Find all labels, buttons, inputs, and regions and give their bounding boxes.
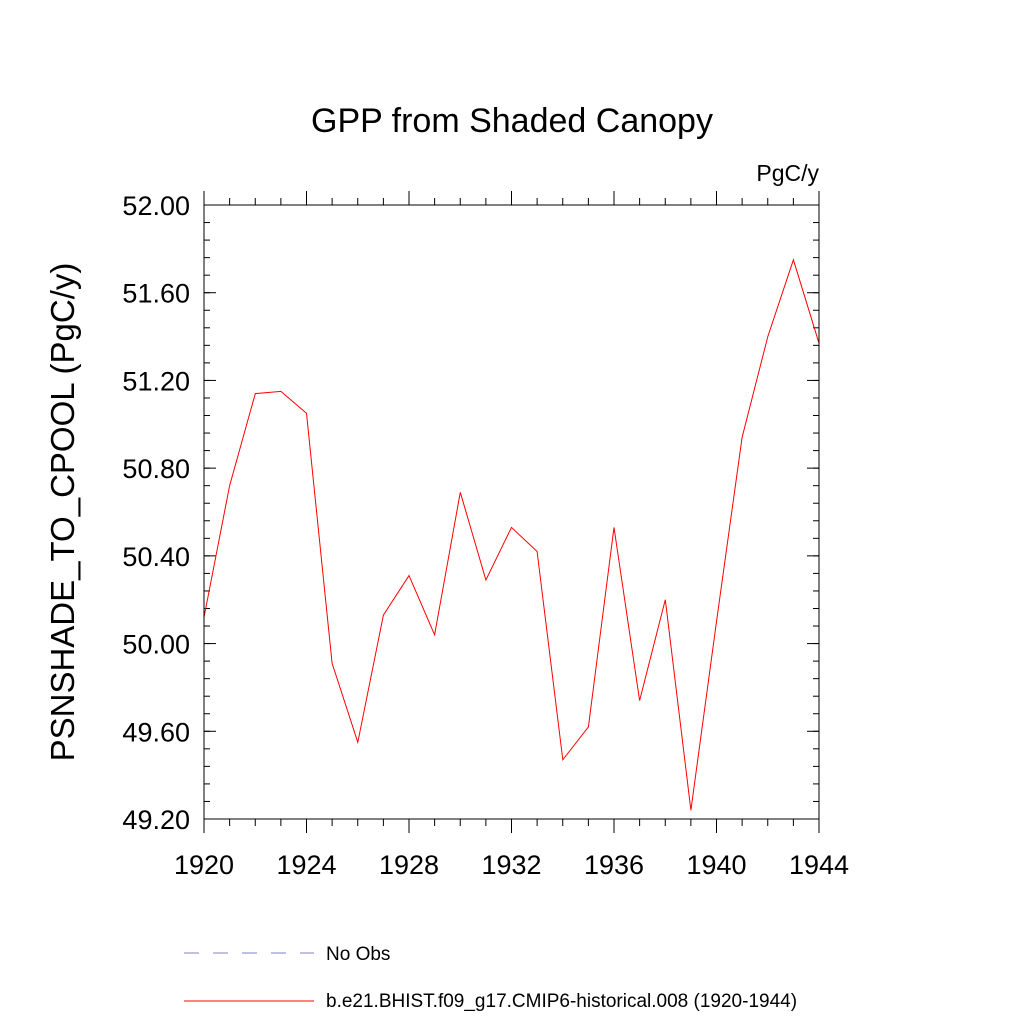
y-tick-label: 52.00 bbox=[122, 191, 190, 221]
y-axis-label: PSNSHADE_TO_CPOOL (PgC/y) bbox=[44, 263, 81, 762]
y-tick-label: 50.00 bbox=[122, 630, 190, 660]
x-axis-ticks bbox=[203, 191, 820, 833]
y-axis-tick-labels: 49.20 49.60 50.00 50.40 50.80 51.20 51.60 52.00 bbox=[122, 191, 190, 835]
y-tick-label: 51.60 bbox=[122, 279, 190, 309]
x-tick-label: 1944 bbox=[789, 850, 849, 880]
x-tick-label: 1936 bbox=[584, 850, 644, 880]
series-line bbox=[203, 258, 820, 811]
x-tick-label: 1920 bbox=[174, 850, 234, 880]
y-tick-label: 49.60 bbox=[122, 717, 190, 747]
x-tick-label: 1932 bbox=[481, 850, 541, 880]
legend-label-no-obs: No Obs bbox=[326, 944, 390, 965]
x-axis-tick-labels: 1920 1924 1928 1932 1936 1940 1944 bbox=[174, 850, 849, 880]
units-label: PgC/y bbox=[756, 160, 819, 186]
x-tick-label: 1924 bbox=[276, 850, 336, 880]
y-tick-label: 50.80 bbox=[122, 454, 190, 484]
y-tick-label: 51.20 bbox=[122, 366, 190, 396]
legend: No Obs b.e21.BHIST.f09_g17.CMIP6-histori… bbox=[184, 944, 797, 1012]
y-tick-label: 50.40 bbox=[122, 542, 190, 572]
x-tick-label: 1928 bbox=[379, 850, 439, 880]
legend-label-historical: b.e21.BHIST.f09_g17.CMIP6-historical.008… bbox=[326, 991, 797, 1012]
y-axis-ticks bbox=[204, 204, 819, 820]
y-tick-label: 49.20 bbox=[122, 805, 190, 835]
plot-frame bbox=[203, 204, 820, 820]
x-tick-label: 1940 bbox=[686, 850, 746, 880]
chart-title: GPP from Shaded Canopy bbox=[311, 102, 713, 140]
series-layer bbox=[203, 258, 820, 811]
